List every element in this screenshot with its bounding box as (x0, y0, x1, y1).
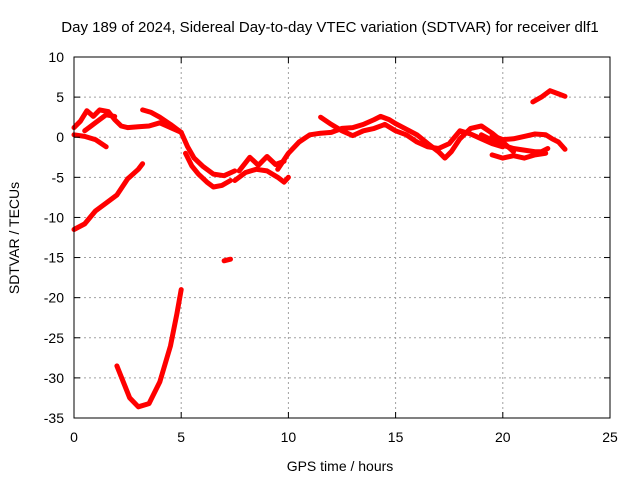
series-track-morning-b (183, 150, 233, 190)
chart-title: Day 189 of 2024, Sidereal Day-to-day VTE… (61, 19, 598, 36)
series-track-dip (114, 287, 184, 410)
y-tick-label: 10 (48, 49, 64, 65)
y-tick-label: -30 (44, 370, 64, 386)
y-tick-label: 5 (56, 89, 64, 105)
y-tick-label: 0 (56, 129, 64, 145)
y-axis-label: SDTVAR / TECUs (6, 182, 22, 294)
data-series (71, 88, 568, 410)
y-tick-label: -35 (44, 410, 64, 426)
x-axis-label: GPS time / hours (287, 458, 394, 474)
y-tick-label: -20 (44, 290, 64, 306)
series-track-evening-b (489, 131, 568, 152)
series-track-morning-c (232, 166, 291, 185)
x-tick-label: 10 (281, 429, 297, 445)
series-track-morning-d (236, 154, 287, 174)
series-track-midday (275, 113, 516, 172)
series-track-morning-a (140, 107, 238, 179)
series-track-rise (71, 161, 146, 232)
x-tick-label: 20 (495, 429, 511, 445)
x-tick-label: 15 (388, 429, 404, 445)
x-tick-label: 5 (177, 429, 185, 445)
grid-lines (74, 57, 610, 418)
x-tick-label: 0 (70, 429, 78, 445)
axis-ticks: 0 5 10 15 20 25 10 5 0 -5 -10 -15 -20 -25 -30 -35 (44, 49, 618, 445)
series-track-blip (221, 256, 233, 264)
y-tick-label: -15 (44, 250, 64, 266)
series-track-early-mid (82, 112, 118, 134)
series-track-late (530, 88, 568, 105)
series-track-early-top (71, 107, 184, 135)
x-tick-label: 25 (602, 429, 618, 445)
y-tick-label: -10 (44, 209, 64, 225)
series-track-early-low (71, 132, 109, 150)
series-track-evening-c (489, 150, 549, 161)
series-track-midday-b (318, 114, 506, 151)
y-tick-label: -25 (44, 330, 64, 346)
y-tick-label: -5 (52, 169, 65, 185)
plot-frame (73, 56, 611, 419)
